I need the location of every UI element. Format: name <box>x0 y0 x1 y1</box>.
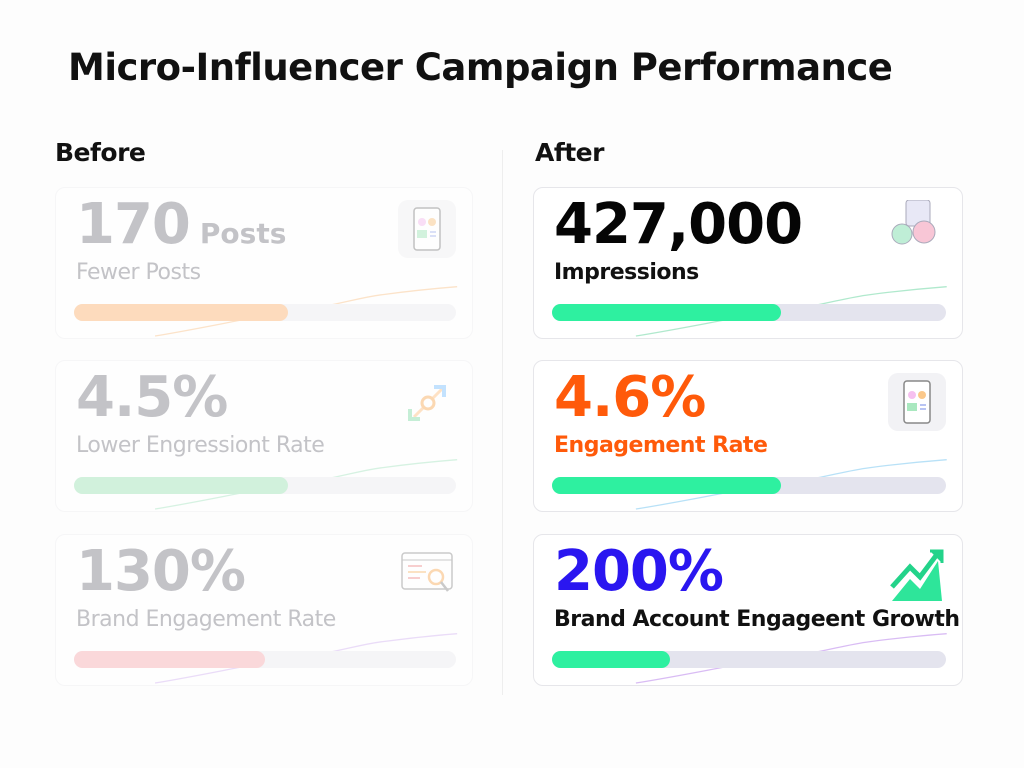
progress-fill <box>74 304 288 321</box>
expand-arrows-icon <box>408 385 446 421</box>
metric-value: 4.6% <box>554 365 706 430</box>
social-reactions-icon <box>891 200 936 245</box>
progress-bar <box>74 477 456 494</box>
metric-label: Engagement Rate <box>554 433 768 458</box>
page-title: Micro-Influencer Campaign Performance <box>68 46 893 89</box>
metric-value: 4.5% <box>76 365 228 430</box>
before-heading: Before <box>55 138 146 167</box>
progress-bar <box>552 304 946 321</box>
metric-unit: Posts <box>199 217 287 250</box>
browser-search-icon <box>401 552 453 592</box>
column-divider <box>502 150 503 695</box>
after-metric-card: 427,000 Impressions <box>533 187 963 339</box>
progress-fill <box>552 304 781 321</box>
after-heading: After <box>535 138 604 167</box>
before-metric-card: 4.5% Lower Engressiont Rate <box>55 360 473 512</box>
progress-fill <box>74 651 265 668</box>
progress-bar <box>74 304 456 321</box>
metric-value: 130% <box>76 539 246 604</box>
progress-fill <box>552 477 781 494</box>
metric-label: Impressions <box>554 260 699 285</box>
before-metric-card: 170 Posts Fewer Posts <box>55 187 473 339</box>
progress-bar <box>552 477 946 494</box>
metric-label: Brand Engagement Rate <box>76 607 336 632</box>
metric-value: 427,000 <box>554 192 803 257</box>
before-metric-card: 130% Brand Engagement Rate <box>55 534 473 686</box>
after-metric-card: 4.6% Engagement Rate <box>533 360 963 512</box>
metric-value: 200% <box>554 539 724 604</box>
progress-fill <box>74 477 288 494</box>
metric-label: Fewer Posts <box>76 260 201 285</box>
metric-value: 170 Posts <box>76 192 287 257</box>
phone-app-icon <box>888 373 946 431</box>
progress-bar <box>552 651 946 668</box>
phone-app-icon <box>398 200 456 258</box>
metric-label: Lower Engressiont Rate <box>76 433 325 458</box>
after-metric-card: 200% Brand Account Engageent Growth <box>533 534 963 686</box>
growth-chart-icon <box>890 549 944 601</box>
metric-label: Brand Account Engageent Growth <box>554 607 960 632</box>
progress-bar <box>74 651 456 668</box>
progress-fill <box>552 651 671 668</box>
